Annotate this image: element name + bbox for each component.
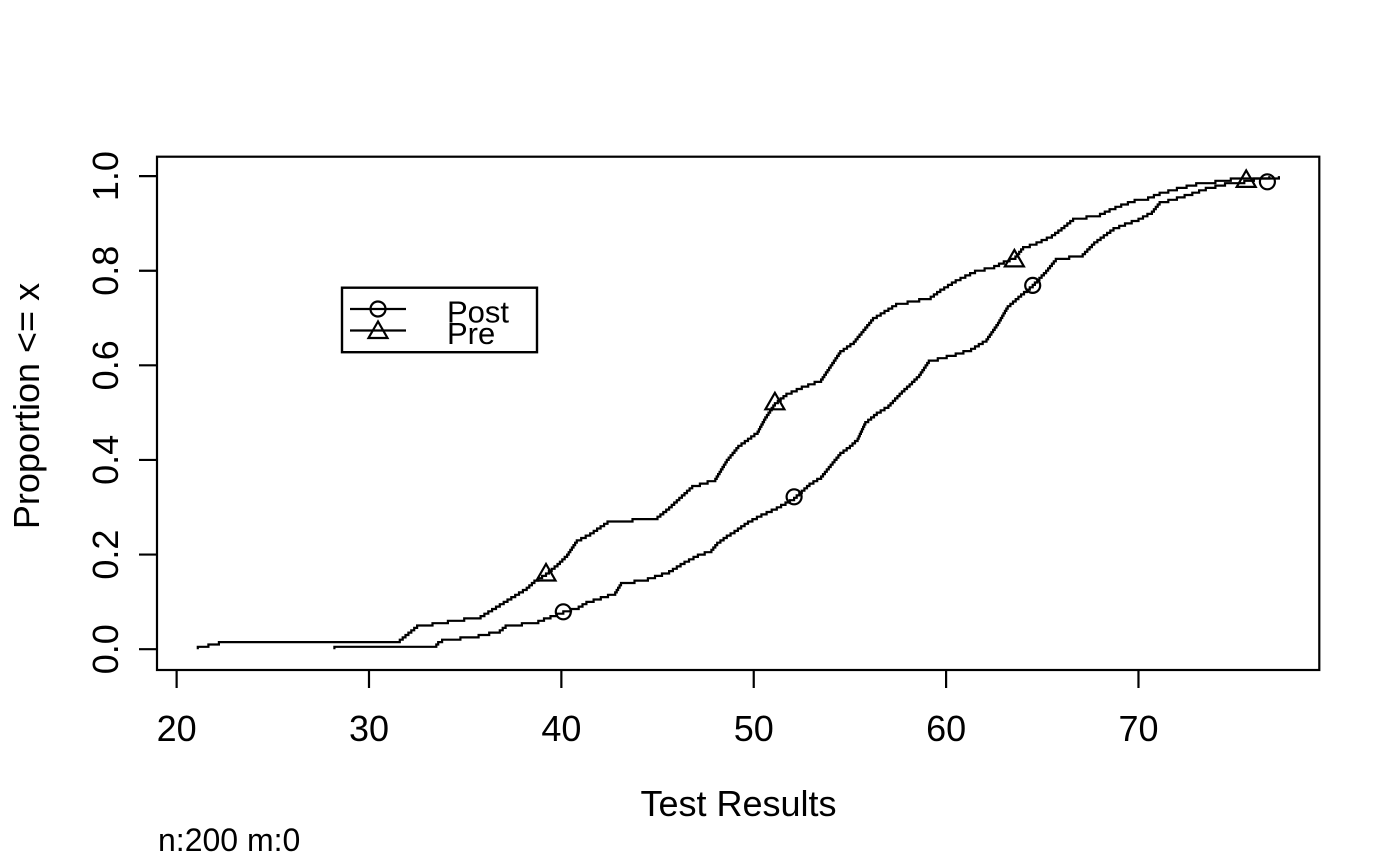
plot-frame (155, 155, 1321, 672)
triangle-marker (1234, 168, 1258, 188)
triangle-marker (763, 390, 787, 411)
y-tick-label: 0.6 (85, 340, 126, 390)
sample-size-annotation: n:200 m:0 (158, 822, 301, 858)
x-tick-label: 50 (734, 708, 774, 749)
legend-box (340, 286, 539, 354)
legend-triangle-marker (366, 319, 390, 340)
y-tick-label: 1.0 (85, 151, 126, 201)
circle-marker (554, 603, 572, 621)
y-axis-title: Proportion <= x (6, 282, 47, 530)
x-tick-label: 40 (541, 708, 581, 749)
x-tick-label: 70 (1118, 708, 1158, 749)
circle-marker (1258, 173, 1277, 191)
x-axis: 20 30 40 50 60 70 (157, 670, 1158, 749)
triangle-marker (1002, 247, 1026, 268)
legend-circle-marker (369, 300, 387, 318)
y-tick-label: 0.4 (85, 435, 126, 485)
x-tick-label: 20 (157, 708, 197, 749)
y-axis: 0.0 0.2 0.4 0.6 0.8 1.0 (85, 151, 157, 674)
triangle-marker (534, 561, 558, 582)
curve-post (333, 176, 1280, 650)
y-tick-label: 0.2 (85, 530, 126, 580)
series-pre (196, 168, 1271, 650)
legend-label: Pre (447, 316, 495, 351)
x-tick-label: 30 (349, 708, 389, 749)
circle-marker (785, 488, 803, 506)
circle-marker (1024, 276, 1042, 294)
series-post (333, 173, 1280, 650)
legend-label: Post (447, 295, 509, 330)
x-axis-title: Test Results (640, 783, 837, 824)
x-tick-label: 60 (926, 708, 966, 749)
y-tick-label: 0.8 (85, 246, 126, 296)
y-tick-label: 0.0 (85, 624, 126, 674)
